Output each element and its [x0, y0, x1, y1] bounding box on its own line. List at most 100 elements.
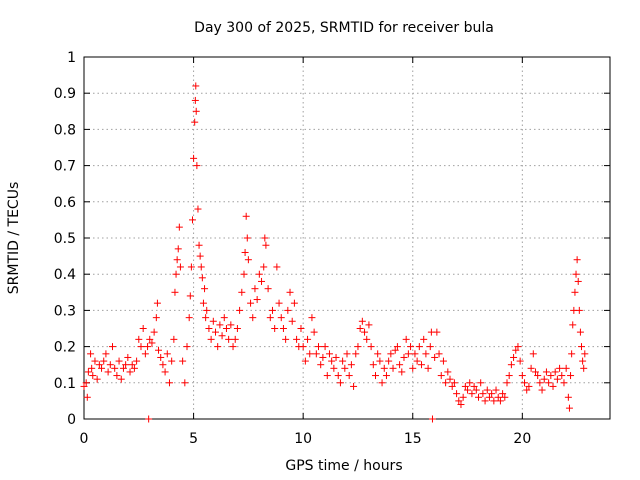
data-point [253, 296, 261, 304]
data-point [488, 390, 496, 398]
data-point [301, 357, 309, 365]
data-point [545, 379, 553, 387]
data-point [262, 241, 270, 249]
data-point [317, 361, 325, 369]
data-point [556, 364, 564, 372]
data-point [293, 335, 301, 343]
data-point [472, 386, 480, 394]
data-point [155, 346, 163, 354]
grid-lines [84, 57, 610, 419]
data-point [168, 357, 176, 365]
data-point [153, 299, 161, 307]
data-point [195, 241, 203, 249]
data-point [130, 364, 138, 372]
data-point [87, 350, 95, 358]
data-point [446, 375, 454, 383]
data-point [369, 361, 377, 369]
data-point [567, 372, 575, 380]
data-point [354, 343, 362, 351]
data-point [290, 299, 298, 307]
data-point [437, 372, 445, 380]
data-point [163, 350, 171, 358]
data-point [191, 118, 199, 126]
data-point [507, 361, 515, 369]
data-point [88, 364, 96, 372]
data-point [144, 343, 152, 351]
data-point [475, 393, 482, 401]
chart-title: Day 300 of 2025, SRMTID for receiver bul… [194, 20, 494, 36]
data-point [176, 263, 184, 271]
data-point [197, 263, 205, 271]
data-point [137, 343, 145, 351]
data-point [152, 314, 160, 322]
data-point [212, 328, 219, 336]
data-point [371, 372, 379, 380]
data-point [247, 299, 255, 307]
data-point [518, 372, 526, 380]
y-tick-label: 0.1 [54, 376, 76, 392]
x-tick-label: 5 [189, 431, 198, 447]
data-point [186, 292, 194, 300]
data-point [477, 379, 485, 387]
data-point [496, 397, 504, 405]
data-point [361, 328, 369, 336]
data-point [580, 364, 588, 372]
y-tick-label: 1 [67, 50, 76, 66]
data-point [442, 379, 450, 387]
data-point [299, 343, 307, 351]
data-point [576, 328, 584, 336]
data-point [268, 306, 276, 314]
data-point [315, 343, 323, 351]
data-point [190, 154, 198, 162]
x-tick-label: 0 [80, 431, 89, 447]
data-point [175, 223, 183, 231]
data-point [207, 335, 215, 343]
data-point [413, 357, 421, 365]
data-point [581, 350, 589, 358]
data-point [141, 350, 149, 358]
data-point [501, 393, 509, 401]
data-point [448, 382, 456, 390]
data-point [157, 353, 165, 361]
data-point [328, 357, 336, 365]
data-point [464, 386, 472, 394]
data-point [407, 343, 415, 351]
data-point [89, 372, 97, 380]
data-point [310, 328, 318, 336]
y-tick-label: 0.3 [54, 303, 76, 319]
data-point [578, 343, 586, 351]
data-point [193, 162, 201, 170]
data-point [461, 382, 469, 390]
data-point [431, 353, 439, 361]
data-point [286, 288, 294, 296]
data-point [227, 321, 235, 329]
data-point [536, 379, 544, 387]
data-point [367, 343, 375, 351]
data-point [220, 314, 228, 322]
data-point [485, 393, 493, 401]
data-point [108, 343, 116, 351]
data-point [391, 346, 399, 354]
data-point [238, 288, 246, 296]
data-point [444, 368, 452, 376]
data-point [538, 386, 546, 394]
data-point [243, 234, 251, 242]
axes: 00.10.20.30.40.50.60.70.80.910 5 10 15 20 [54, 50, 611, 447]
x-tick-label: 10 [294, 431, 312, 447]
data-point [266, 314, 274, 322]
data-point [159, 361, 167, 369]
data-point [365, 321, 373, 329]
data-point [549, 382, 557, 390]
data-point [222, 325, 230, 332]
data-point [117, 375, 125, 383]
data-point [196, 252, 204, 260]
data-point [332, 353, 340, 361]
data-point [426, 343, 434, 351]
x-tick-label: 15 [404, 431, 422, 447]
data-point [325, 350, 333, 358]
data-point [358, 317, 366, 325]
data-point [565, 404, 573, 412]
data-point [304, 335, 312, 343]
